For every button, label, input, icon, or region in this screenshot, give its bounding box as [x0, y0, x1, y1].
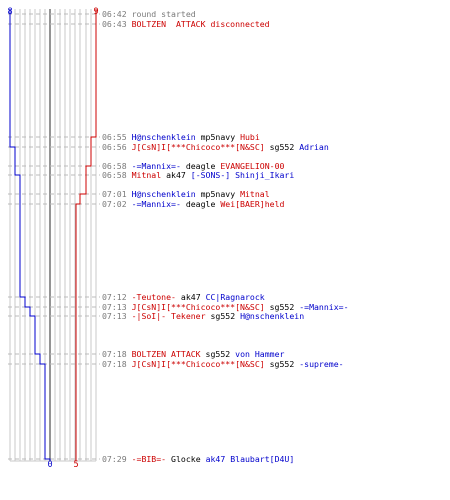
victim-name: [-SONS-] Shinji_Ikari [190, 170, 295, 180]
event-row: 07:01 H@nschenklein mp5navy Mitnal [102, 189, 270, 199]
weapon-name: sg552 [269, 359, 295, 369]
event-time: 06:58 [102, 161, 127, 171]
victim-name: -supreme- [299, 359, 344, 369]
graph-grid [9, 9, 97, 462]
killer-name: J[CsN]I[***Chicoco***[N&SC] [131, 142, 265, 152]
team-b-start-count: 9 [93, 7, 98, 17]
weapon-name: sg552 [269, 302, 295, 312]
killer-name: H@nschenklein [131, 189, 196, 199]
event-message: BOLTZEN ATTACK disconnected [131, 19, 270, 29]
weapon-name: mp5navy [200, 189, 236, 199]
event-time: 06:43 [102, 19, 127, 29]
event-row: 06:55 H@nschenklein mp5navy Hubi [102, 132, 260, 142]
victim-name: ak47 Blaubart[D4U] [205, 454, 295, 464]
event-time: 07:01 [102, 189, 127, 199]
event-row: 06:43 BOLTZEN ATTACK disconnected [102, 19, 270, 29]
event-row: 06:58 Mitnal ak47 [-SONS-] Shinji_Ikari [102, 170, 294, 180]
event-time: 07:29 [102, 454, 127, 464]
weapon-name: deagle [185, 161, 216, 171]
event-row: 07:18 J[CsN]I[***Chicoco***[N&SC] sg552 … [102, 359, 344, 369]
weapon-name: mp5navy [200, 132, 236, 142]
event-time: 07:02 [102, 199, 127, 209]
victim-name: Mitnal [240, 189, 270, 199]
weapon-name: sg552 [205, 349, 231, 359]
weapon-name: sg552 [269, 142, 295, 152]
killer-name: J[CsN]I[***Chicoco***[N&SC] [131, 302, 265, 312]
event-row: 07:13 J[CsN]I[***Chicoco***[N&SC] sg552 … [102, 302, 349, 312]
event-row: 06:58 -=Mannix=- deagle EVANGELION-00 [102, 161, 284, 171]
team-b-count-line [75, 9, 97, 461]
event-row: 06:42 round started [102, 9, 196, 19]
killer-name: -=Mannix=- [131, 161, 181, 171]
event-time: 07:12 [102, 292, 127, 302]
weapon-name: sg552 [210, 311, 236, 321]
event-time: 07:13 [102, 302, 127, 312]
event-time: 07:13 [102, 311, 127, 321]
event-row: 07:02 -=Mannix=- deagle Wei[BAER]held [102, 199, 284, 209]
victim-name: H@nschenklein [240, 311, 305, 321]
killer-name: H@nschenklein [131, 132, 196, 142]
weapon-name: Glocke [171, 454, 201, 464]
event-time: 06:42 [102, 9, 127, 19]
event-message: round started [131, 9, 196, 19]
event-row: 07:12 -Teutone- ak47 CC|Ragnarock [102, 292, 265, 302]
victim-name: Hubi [240, 132, 260, 142]
killer-name: -=BIB=- [131, 454, 167, 464]
killer-name: -Teutone- [131, 292, 176, 302]
event-row: 07:29 -=BIB=- Glocke ak47 Blaubart[D4U] [102, 454, 294, 464]
event-time: 07:18 [102, 349, 127, 359]
victim-name: -=Mannix=- [299, 302, 349, 312]
event-row: 06:56 J[CsN]I[***Chicoco***[N&SC] sg552 … [102, 142, 329, 152]
weapon-name: ak47 [166, 170, 186, 180]
event-row: 07:18 BOLTZEN ATTACK sg552 von Hammer [102, 349, 284, 359]
team-b-end-count: 5 [73, 460, 78, 470]
victim-name: CC|Ragnarock [205, 292, 265, 302]
weapon-name: deagle [185, 199, 216, 209]
killer-name: -|SoI|- Tekener [131, 311, 206, 321]
victim-name: von Hammer [235, 349, 285, 359]
killer-name: J[CsN]I[***Chicoco***[N&SC] [131, 359, 265, 369]
event-time: 07:18 [102, 359, 127, 369]
victim-name: Wei[BAER]held [220, 199, 285, 209]
event-time: 06:56 [102, 142, 127, 152]
victim-name: Adrian [299, 142, 329, 152]
event-time: 06:58 [102, 170, 127, 180]
killer-name: BOLTZEN ATTACK [131, 349, 201, 359]
weapon-name: ak47 [180, 292, 201, 302]
team-a-count-line [9, 9, 51, 461]
team-a-start-count: 8 [7, 7, 12, 17]
victim-name: EVANGELION-00 [220, 161, 285, 171]
team-a-end-count: 0 [47, 460, 52, 470]
event-time: 06:55 [102, 132, 127, 142]
killer-name: Mitnal [131, 170, 162, 180]
killer-name: -=Mannix=- [131, 199, 181, 209]
event-row: 07:13 -|SoI|- Tekener sg552 H@nschenklei… [102, 311, 304, 321]
